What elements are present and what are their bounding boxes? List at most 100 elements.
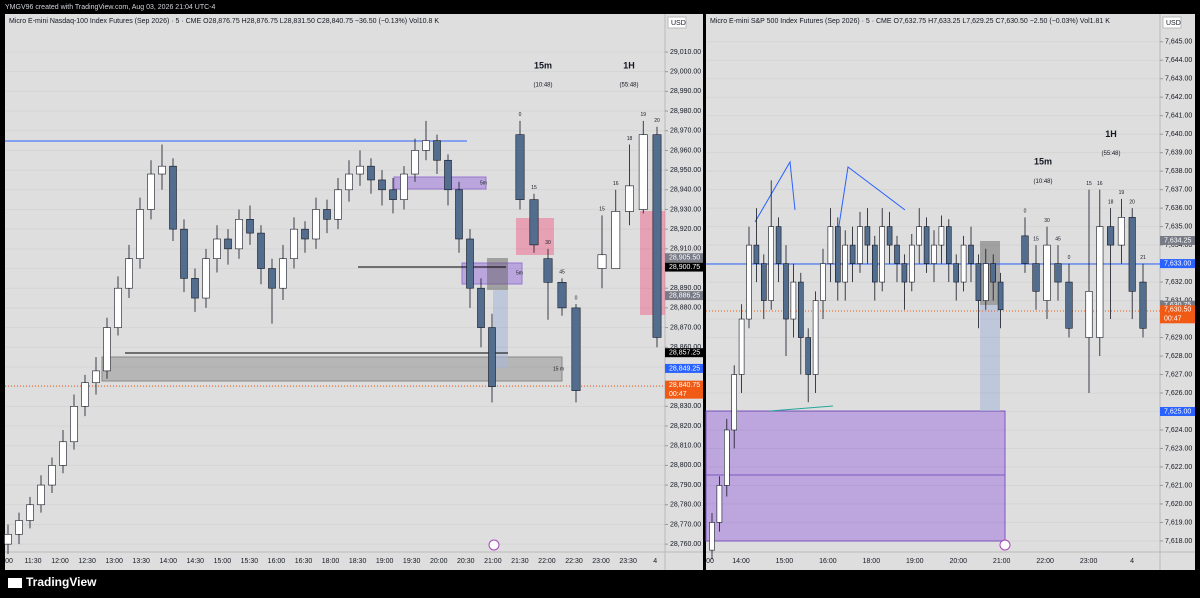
candle-body xyxy=(515,134,525,200)
x-tick-label: 18:30 xyxy=(349,558,367,565)
candle-body xyxy=(571,307,581,391)
htf-label: 1H xyxy=(1105,129,1117,139)
y-tick-label: 7,619.00 xyxy=(1165,519,1192,526)
price-tag-timer: 00:47 xyxy=(669,391,687,398)
candle-body xyxy=(901,263,908,283)
x-tick-label: 19:30 xyxy=(403,558,421,565)
y-tick-label: 7,622.00 xyxy=(1165,464,1192,471)
candle-body xyxy=(235,219,243,250)
y-tick-label: 28,800.00 xyxy=(670,462,701,469)
candle-body xyxy=(158,165,166,175)
candle-body xyxy=(834,226,841,283)
candle-body xyxy=(731,374,738,431)
candle-body xyxy=(15,520,23,535)
candle-body xyxy=(820,263,826,301)
htf-count: 18 xyxy=(627,136,633,142)
candle-body xyxy=(982,263,989,301)
currency: USD xyxy=(671,20,686,27)
event-icon[interactable] xyxy=(488,539,500,551)
price-tag-label: 7,633.00 xyxy=(1164,260,1191,267)
candle-body xyxy=(400,173,408,200)
htf-count: 0 xyxy=(575,295,578,301)
y-tick-label: 7,635.00 xyxy=(1165,223,1192,230)
x-tick-label: 00 xyxy=(706,558,714,565)
candle-body xyxy=(997,281,1004,311)
candle-body xyxy=(871,244,878,283)
price-tag-label: 28,840.75 xyxy=(669,382,700,389)
y-tick-label: 28,920.00 xyxy=(670,226,701,233)
htf-label: 15m xyxy=(1034,157,1052,167)
x-tick-label: 15:30 xyxy=(241,558,259,565)
candle-body xyxy=(279,258,287,289)
x-tick-label: 22:00 xyxy=(1036,558,1054,565)
candle-body xyxy=(557,282,567,309)
price-tag-label: 7,625.00 xyxy=(1164,408,1191,415)
htf-count: 15 xyxy=(599,207,605,213)
x-tick-label: 14:00 xyxy=(159,558,177,565)
candle-body xyxy=(1032,263,1040,292)
candle-body xyxy=(477,287,485,328)
htf-label: 15m xyxy=(534,60,552,70)
price-tag-label: 28,905.50 xyxy=(669,255,700,262)
candle-body xyxy=(169,165,177,230)
y-tick-label: 7,632.00 xyxy=(1165,279,1192,286)
x-tick-label: 16:00 xyxy=(819,558,837,565)
y-tick-label: 28,780.00 xyxy=(670,502,701,509)
y-tick-label: 7,640.00 xyxy=(1165,131,1192,138)
candle-body xyxy=(864,226,871,246)
candle-body xyxy=(1085,291,1093,338)
legend: Micro E-mini S&P 500 Index Futures (Sep … xyxy=(710,18,1110,25)
y-tick-label: 7,645.00 xyxy=(1165,39,1192,46)
y-tick-label: 7,634.00 xyxy=(1165,242,1192,249)
y-tick-label: 28,910.00 xyxy=(670,246,701,253)
candle-body xyxy=(455,189,463,240)
y-tick-label: 28,990.00 xyxy=(670,88,701,95)
candle-body xyxy=(775,226,782,264)
candle-body xyxy=(1117,217,1125,246)
y-tick-label: 28,950.00 xyxy=(670,167,701,174)
x-tick-label: 4 xyxy=(1130,558,1134,565)
htf-count: 0 xyxy=(1024,209,1027,215)
x-tick-label: 16:30 xyxy=(295,558,313,565)
candle-body xyxy=(1139,281,1147,329)
candle-body xyxy=(945,226,952,264)
panel-left xyxy=(5,14,703,570)
htf-count: 18 xyxy=(1108,199,1114,205)
htf-count: 20 xyxy=(1129,199,1135,205)
y-tick-label: 7,627.00 xyxy=(1165,371,1192,378)
candle-body xyxy=(323,209,331,220)
candle-body xyxy=(908,244,915,283)
candle-body xyxy=(1107,226,1115,246)
y-tick-label: 28,870.00 xyxy=(670,324,701,331)
price-tag xyxy=(1160,305,1195,324)
candle-body xyxy=(48,465,56,486)
logo xyxy=(8,578,22,588)
candle-body xyxy=(938,226,945,246)
candle-body xyxy=(312,209,320,240)
price-tag-label: 7,634.25 xyxy=(1164,237,1191,244)
event-icon[interactable] xyxy=(999,539,1011,551)
candle-body xyxy=(805,337,812,375)
candle-body xyxy=(191,278,199,299)
htf-timer: (10:48) xyxy=(1033,179,1052,185)
candle-body xyxy=(716,485,723,523)
x-tick-label: 13:30 xyxy=(132,558,150,565)
zone xyxy=(101,356,563,382)
trend-line xyxy=(837,166,906,233)
candle-body xyxy=(378,179,386,191)
htf-count: 45 xyxy=(559,270,565,276)
candle-body xyxy=(923,226,930,264)
y-tick-label: 7,637.00 xyxy=(1165,186,1192,193)
candle-body xyxy=(334,189,342,220)
candle-body xyxy=(345,173,353,191)
x-tick-label: 23:00 xyxy=(592,558,610,565)
price-tag xyxy=(1160,259,1195,269)
currency-box xyxy=(667,16,687,29)
candle-body xyxy=(597,254,607,269)
y-tick-label: 28,770.00 xyxy=(670,521,701,528)
zone xyxy=(980,305,1000,411)
y-tick-label: 7,624.00 xyxy=(1165,427,1192,434)
candle-body xyxy=(1128,217,1136,292)
candle-body xyxy=(444,159,452,191)
